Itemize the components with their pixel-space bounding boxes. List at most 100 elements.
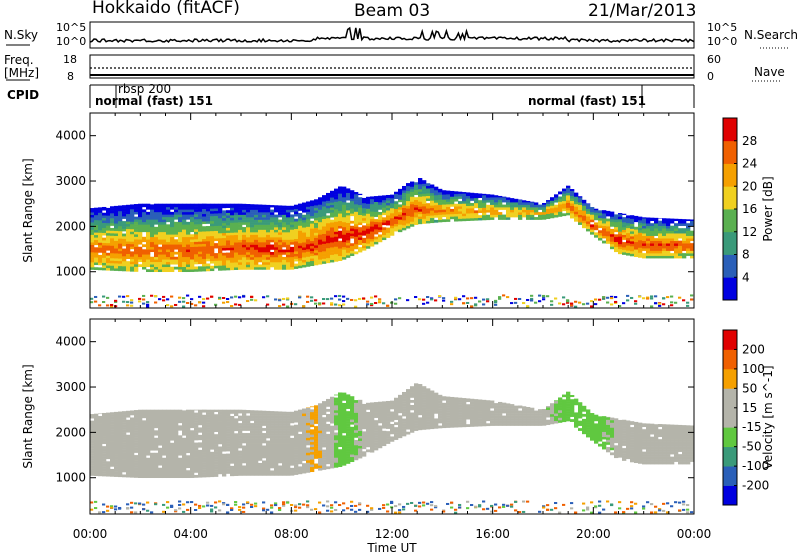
range-cell [238, 204, 243, 208]
range-cell [674, 228, 679, 231]
range-cell [150, 440, 155, 444]
range-cell [158, 430, 163, 434]
range-cell [106, 230, 111, 234]
range-cell [262, 410, 267, 414]
range-cell [482, 212, 487, 216]
range-cell [90, 214, 95, 218]
range-cell [202, 439, 207, 443]
range-cell [166, 440, 171, 444]
range-cell [602, 225, 607, 229]
nsky-panel-frame [89, 21, 695, 49]
range-cell [250, 448, 255, 451]
range-cell [102, 453, 107, 457]
range-cell [354, 224, 359, 227]
range-cell [334, 420, 339, 423]
range-cell [482, 197, 487, 201]
range-cell [174, 460, 179, 464]
range-cell [226, 267, 231, 271]
range-cell [206, 444, 211, 448]
range-cell [274, 256, 279, 260]
noise-cell [494, 299, 498, 302]
range-cell [270, 470, 275, 474]
range-cell [658, 238, 663, 241]
range-cell [154, 254, 159, 258]
range-cell [570, 205, 575, 209]
range-cell [206, 226, 211, 229]
range-cell [278, 207, 283, 210]
range-cell [334, 422, 339, 426]
range-cell [122, 411, 127, 413]
range-cell [374, 209, 379, 212]
range-cell [154, 251, 159, 255]
range-cell [458, 206, 463, 209]
noise-cell [186, 508, 190, 511]
range-cell [358, 193, 363, 196]
range-cell [90, 465, 95, 469]
range-cell [326, 453, 331, 457]
range-cell [162, 256, 167, 260]
range-cell [226, 448, 231, 452]
range-cell [278, 212, 283, 215]
range-cell [386, 202, 391, 206]
noise-cell [222, 297, 226, 300]
range-cell [578, 207, 583, 210]
range-cell [154, 452, 159, 456]
range-cell [290, 450, 295, 454]
range-cell [118, 208, 123, 212]
range-cell [326, 235, 331, 239]
range-cell [246, 219, 251, 223]
range-cell [690, 238, 695, 241]
range-cell [162, 442, 167, 446]
range-cell [654, 238, 659, 241]
range-cell [286, 242, 291, 245]
range-cell [222, 232, 227, 236]
range-cell [314, 255, 319, 258]
range-cell [658, 248, 663, 251]
range-cell [294, 243, 299, 247]
range-cell [114, 434, 119, 438]
range-cell [294, 226, 299, 229]
range-cell [522, 202, 527, 205]
range-cell [426, 220, 431, 224]
noise-cell [330, 510, 334, 513]
noise-cell [182, 297, 186, 300]
range-cell [186, 450, 191, 454]
range-cell [150, 447, 155, 451]
range-cell [462, 203, 467, 207]
range-cell [438, 189, 443, 193]
range-cell [610, 233, 615, 237]
range-cell [154, 269, 159, 273]
noise-cell [110, 303, 114, 306]
range-cell [330, 443, 335, 446]
range-cell [186, 264, 191, 268]
range-cell [298, 257, 303, 261]
range-cell [258, 428, 263, 431]
range-cell [270, 435, 275, 439]
range-cell [290, 216, 295, 220]
range-cell [190, 412, 195, 416]
range-cell [618, 246, 623, 250]
range-cell [594, 214, 599, 218]
noise-cell [126, 507, 130, 510]
range-cell [646, 245, 651, 249]
range-cell [390, 217, 395, 221]
range-cell [350, 253, 355, 257]
range-cell [274, 239, 279, 243]
range-cell [346, 456, 351, 459]
range-cell [430, 192, 435, 196]
range-cell [502, 204, 507, 208]
range-cell [278, 435, 283, 439]
range-cell [346, 242, 351, 246]
range-cell [342, 420, 347, 424]
range-cell [126, 236, 131, 240]
range-cell [222, 252, 227, 256]
range-cell [282, 472, 287, 476]
range-cell [142, 465, 147, 469]
range-cell [234, 413, 239, 417]
range-cell [190, 221, 195, 225]
range-cell [322, 459, 327, 463]
range-cell [254, 420, 259, 424]
range-cell [630, 243, 635, 247]
range-cell [302, 425, 307, 429]
range-cell [334, 258, 339, 262]
